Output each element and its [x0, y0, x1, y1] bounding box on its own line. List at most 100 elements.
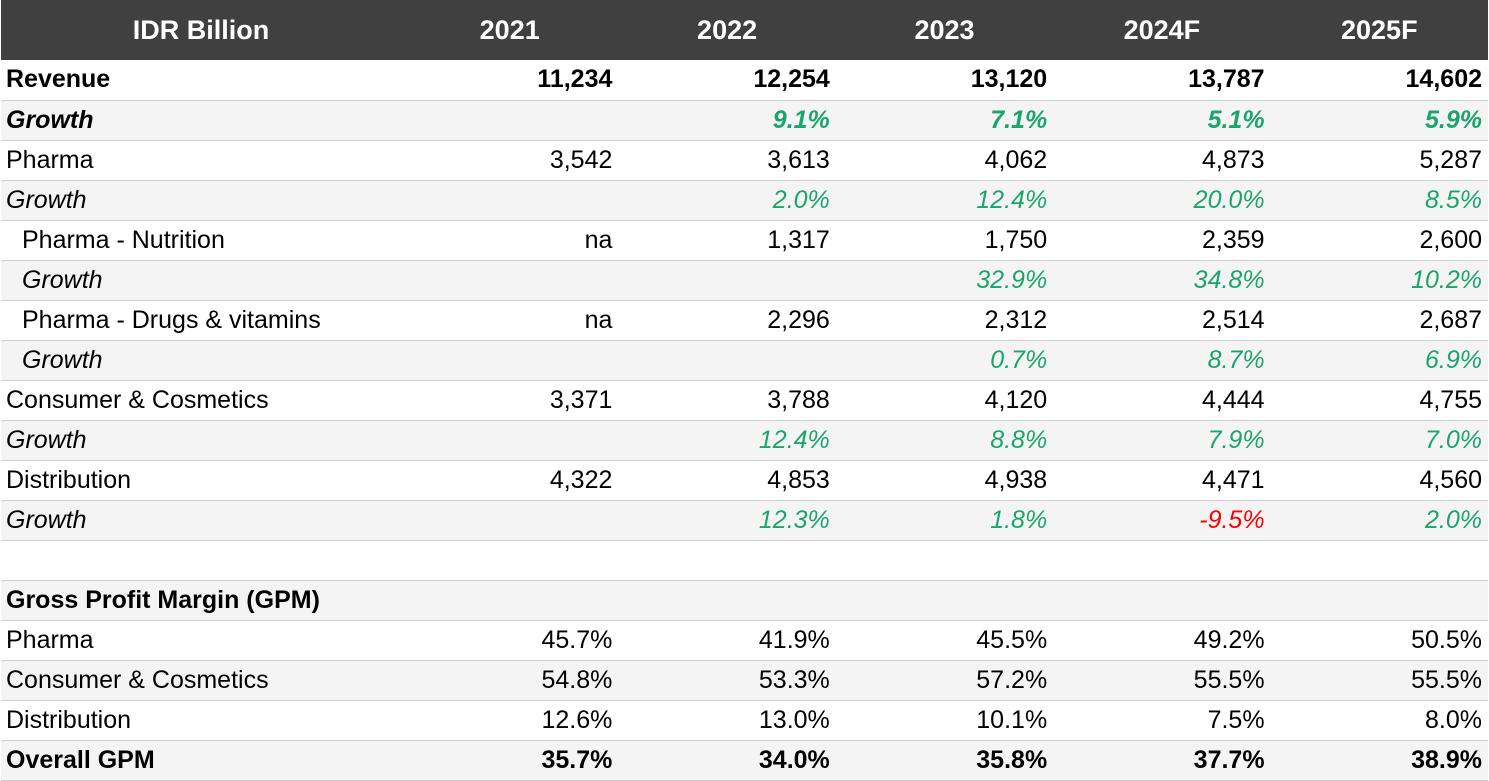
cell-value: 38.9%: [1270, 740, 1488, 781]
header-year: 2024F: [1053, 0, 1271, 60]
consumer-cosmetics-growth-row: Growth 12.4% 8.8% 7.9% 7.0%: [1, 420, 1488, 461]
cell-value: 45.5%: [835, 620, 1054, 661]
revenue-row: Revenue 11,234 12,254 13,120 13,787 14,6…: [1, 60, 1488, 101]
cell-value: 37.7%: [1053, 740, 1271, 781]
overall-gpm-row: Overall GPM 35.7% 34.0% 35.8% 37.7% 38.9…: [1, 740, 1488, 781]
cell-value: 3,371: [401, 380, 619, 421]
cell-value: [401, 420, 619, 461]
cell-value: 12.4%: [618, 420, 836, 461]
cell-value: 14,602: [1270, 60, 1488, 101]
cell-value: 13.0%: [618, 700, 836, 741]
cell-value: [401, 580, 619, 621]
cell-value: 10.2%: [1270, 260, 1488, 301]
cell-value: [618, 340, 836, 381]
cell-value: 8.5%: [1270, 180, 1488, 221]
cell-value: [401, 500, 619, 541]
cell-value: 45.7%: [401, 620, 619, 661]
row-label: Growth: [1, 500, 401, 541]
cell-value: 8.8%: [835, 420, 1054, 461]
gpm-consumer-cosmetics-row: Consumer & Cosmetics 54.8% 53.3% 57.2% 5…: [1, 660, 1488, 701]
row-label: Growth: [1, 420, 401, 461]
cell-value: 4,444: [1053, 380, 1271, 421]
table-body: Revenue 11,234 12,254 13,120 13,787 14,6…: [1, 60, 1488, 781]
pharma-drugs-growth-row: Growth 0.7% 8.7% 6.9%: [1, 340, 1488, 381]
pharma-drugs-row: Pharma - Drugs & vitamins na 2,296 2,312…: [1, 300, 1488, 341]
row-label: Overall GPM: [1, 740, 401, 781]
cell-value: 34.0%: [618, 740, 836, 781]
cell-value: 55.5%: [1270, 660, 1488, 701]
row-label: Growth: [1, 100, 401, 141]
cell-value: 5.9%: [1270, 100, 1488, 141]
cell-value: 6.9%: [1270, 340, 1488, 381]
consumer-cosmetics-row: Consumer & Cosmetics 3,371 3,788 4,120 4…: [1, 380, 1488, 421]
gpm-section-header-row: Gross Profit Margin (GPM): [1, 580, 1488, 621]
cell-value: 11,234: [401, 60, 619, 101]
cell-value: 2,514: [1053, 300, 1271, 341]
cell-value: 4,853: [618, 460, 836, 501]
row-label: [1, 540, 401, 581]
spacer-row: [1, 540, 1488, 581]
cell-value: 3,788: [618, 380, 836, 421]
cell-value: 41.9%: [618, 620, 836, 661]
cell-value: 10.1%: [835, 700, 1054, 741]
cell-value: 55.5%: [1053, 660, 1271, 701]
cell-value: 8.0%: [1270, 700, 1488, 741]
row-label: Revenue: [1, 60, 401, 101]
cell-value: [401, 100, 619, 141]
cell-value: 4,471: [1053, 460, 1271, 501]
cell-value: [835, 580, 1054, 621]
cell-value: -9.5%: [1053, 500, 1271, 541]
cell-value: 7.0%: [1270, 420, 1488, 461]
cell-value: [401, 180, 619, 221]
cell-value: 4,062: [835, 140, 1054, 181]
cell-value: 3,613: [618, 140, 836, 181]
cell-value: 2,296: [618, 300, 836, 341]
cell-value: 8.7%: [1053, 340, 1271, 381]
cell-value: 4,873: [1053, 140, 1271, 181]
row-label: Consumer & Cosmetics: [1, 660, 401, 701]
cell-value: [1053, 540, 1271, 581]
cell-value: [618, 580, 836, 621]
row-label: Pharma - Drugs & vitamins: [1, 300, 401, 341]
cell-value: 20.0%: [1053, 180, 1271, 221]
row-label: Distribution: [1, 700, 401, 741]
row-label: Growth: [1, 340, 401, 381]
cell-value: 50.5%: [1270, 620, 1488, 661]
cell-value: 4,120: [835, 380, 1054, 421]
cell-value: 4,560: [1270, 460, 1488, 501]
header-year: 2021: [401, 0, 619, 60]
header-year: 2023: [835, 0, 1054, 60]
cell-value: na: [401, 300, 619, 341]
cell-value: [401, 540, 619, 581]
cell-value: 3,542: [401, 140, 619, 181]
row-label: Growth: [1, 180, 401, 221]
cell-value: 12.6%: [401, 700, 619, 741]
row-label: Pharma: [1, 620, 401, 661]
cell-value: 7.5%: [1053, 700, 1271, 741]
cell-value: 2.0%: [618, 180, 836, 221]
cell-value: 1,317: [618, 220, 836, 261]
revenue-growth-row: Growth 9.1% 7.1% 5.1% 5.9%: [1, 100, 1488, 141]
cell-value: 5,287: [1270, 140, 1488, 181]
cell-value: [1053, 580, 1271, 621]
cell-value: 12.3%: [618, 500, 836, 541]
cell-value: 2,600: [1270, 220, 1488, 261]
cell-value: 2,312: [835, 300, 1054, 341]
cell-value: 4,322: [401, 460, 619, 501]
table-header: IDR Billion 2021 2022 2023 2024F 2025F: [1, 0, 1488, 60]
cell-value: 2,687: [1270, 300, 1488, 341]
cell-value: 12.4%: [835, 180, 1054, 221]
cell-value: 57.2%: [835, 660, 1054, 701]
cell-value: [1270, 580, 1488, 621]
cell-value: 7.9%: [1053, 420, 1271, 461]
cell-value: 9.1%: [618, 100, 836, 141]
cell-value: 2.0%: [1270, 500, 1488, 541]
cell-value: [618, 540, 836, 581]
distribution-row: Distribution 4,322 4,853 4,938 4,471 4,5…: [1, 460, 1488, 501]
cell-value: 4,938: [835, 460, 1054, 501]
cell-value: [618, 260, 836, 301]
cell-value: 54.8%: [401, 660, 619, 701]
gpm-distribution-row: Distribution 12.6% 13.0% 10.1% 7.5% 8.0%: [1, 700, 1488, 741]
cell-value: [401, 260, 619, 301]
row-label: Pharma - Nutrition: [1, 220, 401, 261]
